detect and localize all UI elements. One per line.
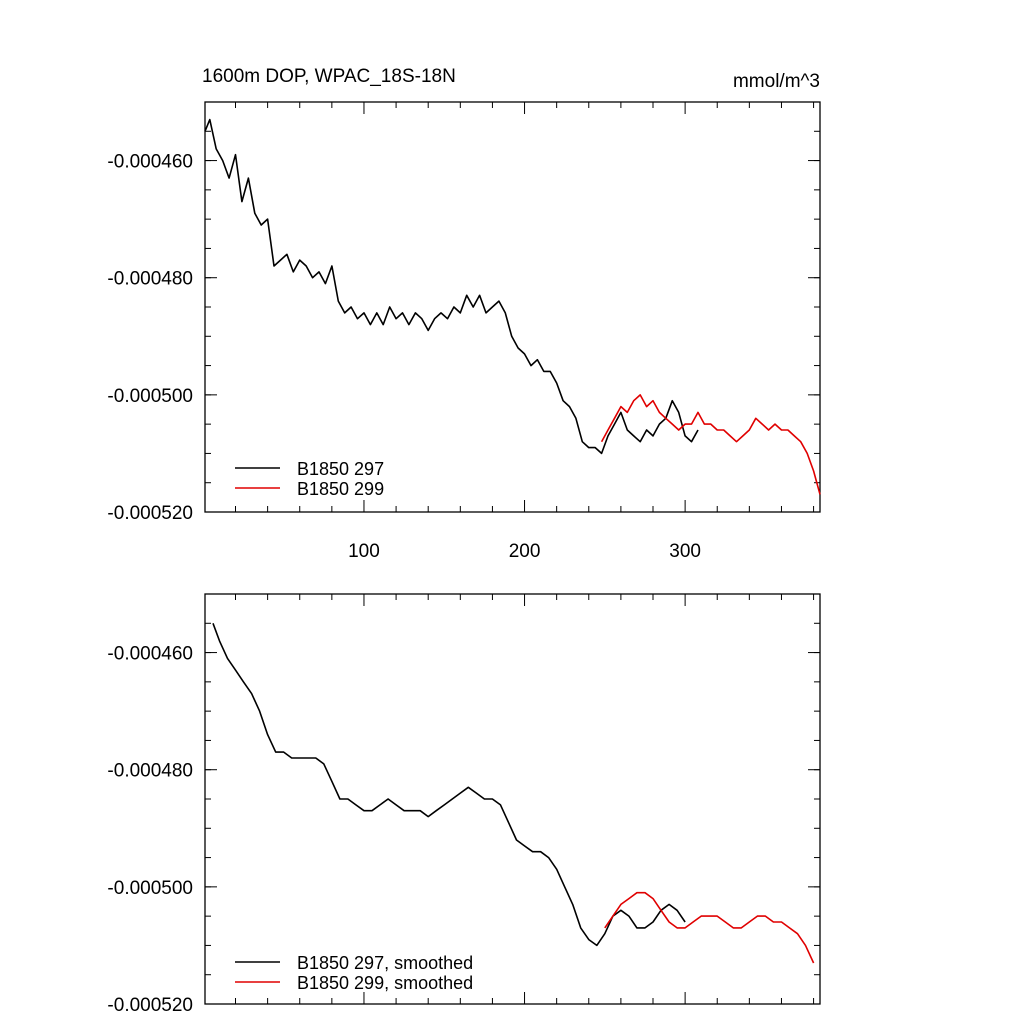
- chart-title: 1600m DOP, WPAC_18S-18N: [202, 66, 456, 87]
- y-tick-label: -0.000460: [107, 644, 193, 665]
- y-tick-label: -0.000520: [107, 995, 193, 1016]
- legend-label: B1850 297, smoothed: [297, 953, 473, 973]
- series-line-red: [604, 891, 815, 964]
- y-tick-label: -0.000520: [107, 503, 193, 524]
- bottom-panel: -0.000460 -0.000480 -0.000500 -0.000520 B185…: [107, 593, 821, 1016]
- plot-frame: [204, 593, 821, 1005]
- series-line-black: [212, 623, 686, 947]
- y-tick-label: -0.000460: [107, 152, 193, 173]
- series-line-red: [600, 394, 821, 495]
- y-tick-label: -0.000480: [107, 269, 193, 290]
- x-tick-label: 100: [348, 541, 380, 562]
- y-tick-label: -0.000480: [107, 761, 193, 782]
- x-tick-label: 300: [669, 541, 701, 562]
- y-tick-label: -0.000500: [107, 878, 193, 899]
- top-panel: -0.000460 -0.000480 -0.000500 -0.000520 100 2…: [107, 66, 821, 562]
- legend-label: B1850 297: [297, 459, 384, 479]
- x-tick-label: 200: [509, 541, 541, 562]
- legend-label: B1850 299, smoothed: [297, 973, 473, 993]
- legend-label: B1850 299: [297, 479, 384, 499]
- y-tick-label: -0.000500: [107, 386, 193, 407]
- units-label: mmol/m^3: [733, 71, 820, 92]
- plot-frame: [204, 101, 821, 513]
- series-line-black: [204, 118, 699, 455]
